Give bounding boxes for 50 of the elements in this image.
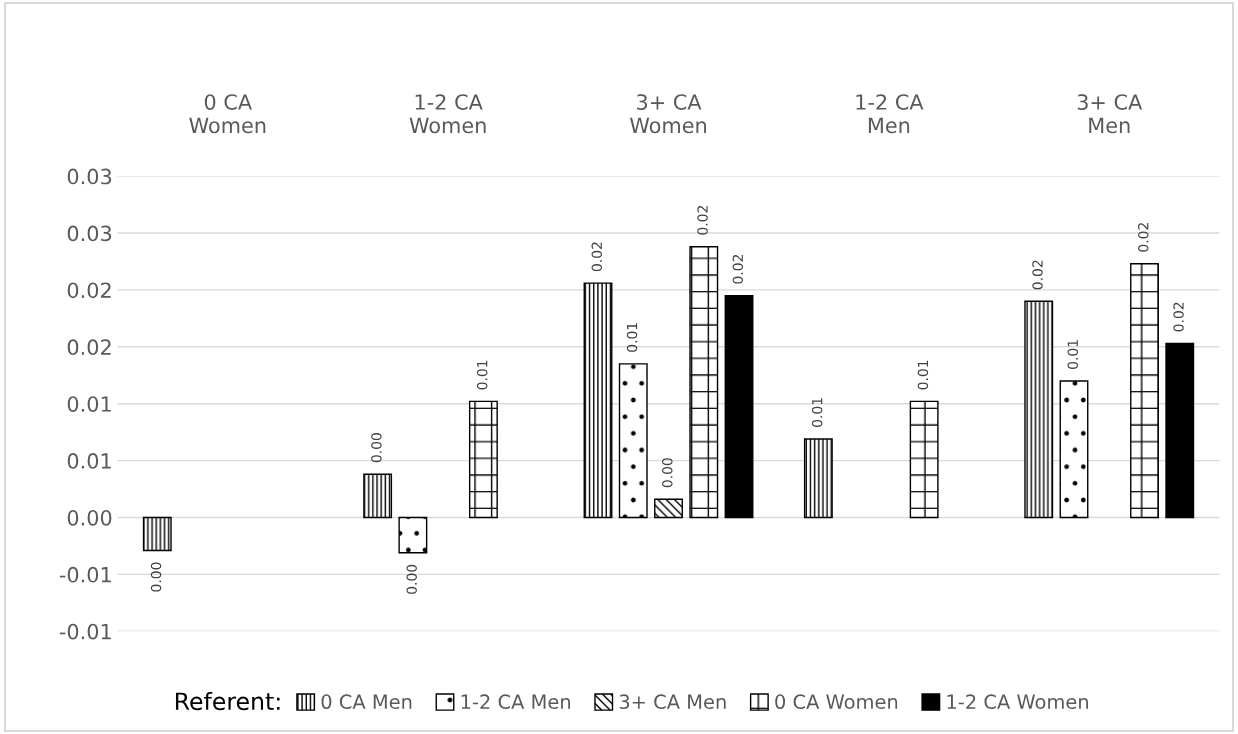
legend-label: 1-2 CA Men bbox=[461, 694, 570, 710]
data-label: 0.02 bbox=[591, 242, 603, 272]
bar bbox=[1130, 263, 1159, 519]
data-label: 0.00 bbox=[662, 458, 673, 488]
y-tick-label: 0.00 bbox=[67, 509, 112, 526]
bar bbox=[398, 516, 428, 554]
data-label: 0.00 bbox=[150, 562, 162, 592]
legend-title: Referent: bbox=[175, 691, 280, 711]
bar bbox=[909, 400, 939, 519]
bar bbox=[803, 438, 833, 519]
legend-label: 0 CA Women bbox=[775, 694, 898, 710]
bar bbox=[583, 282, 613, 519]
data-label: 0.02 bbox=[732, 254, 744, 284]
bar bbox=[724, 294, 754, 519]
data-label: 0.01 bbox=[811, 398, 823, 427]
bar bbox=[1024, 300, 1054, 519]
y-tick-label: -0.01 bbox=[59, 623, 111, 640]
bar bbox=[689, 246, 719, 519]
data-label: 0.02 bbox=[1173, 302, 1184, 332]
x-tick-label: 3+ CA Women bbox=[629, 94, 706, 134]
legend-label: 3+ CA Men bbox=[619, 694, 726, 710]
x-tick-label: 0 CA Women bbox=[189, 94, 266, 134]
bar bbox=[1059, 380, 1089, 519]
data-label: 0.01 bbox=[917, 360, 929, 390]
data-label: 0.02 bbox=[697, 206, 708, 235]
data-label: 0.01 bbox=[626, 323, 638, 352]
data-label: 0.01 bbox=[476, 360, 488, 390]
data-label: 0.00 bbox=[371, 433, 382, 463]
x-tick-label: 3+ CA Men bbox=[1077, 94, 1143, 134]
y-tick-label: 0.02 bbox=[67, 282, 111, 299]
data-label: 0.02 bbox=[1032, 260, 1043, 290]
data-label: 0.01 bbox=[1067, 340, 1079, 369]
legend-label: 0 CA Men bbox=[321, 694, 412, 710]
bar bbox=[468, 400, 498, 519]
bar bbox=[363, 473, 393, 519]
y-tick-label: -0.01 bbox=[59, 566, 111, 583]
y-tick-label: 0.03 bbox=[67, 225, 112, 242]
bar bbox=[618, 363, 648, 519]
x-tick-label: 1-2 CA Women bbox=[409, 94, 486, 134]
bar bbox=[142, 516, 172, 552]
y-tick-label: 0.01 bbox=[67, 453, 111, 469]
data-label: 0.02 bbox=[1138, 223, 1149, 252]
bar bbox=[654, 498, 683, 519]
bar bbox=[1165, 342, 1195, 519]
y-tick-label: 0.02 bbox=[67, 339, 111, 356]
legend-label: 1-2 CA Women bbox=[947, 694, 1088, 710]
x-tick-label: 1-2 CA Men bbox=[856, 94, 924, 134]
y-tick-label: 0.03 bbox=[67, 168, 112, 185]
y-tick-label: 0.01 bbox=[67, 396, 111, 412]
data-label: 0.00 bbox=[406, 564, 417, 594]
